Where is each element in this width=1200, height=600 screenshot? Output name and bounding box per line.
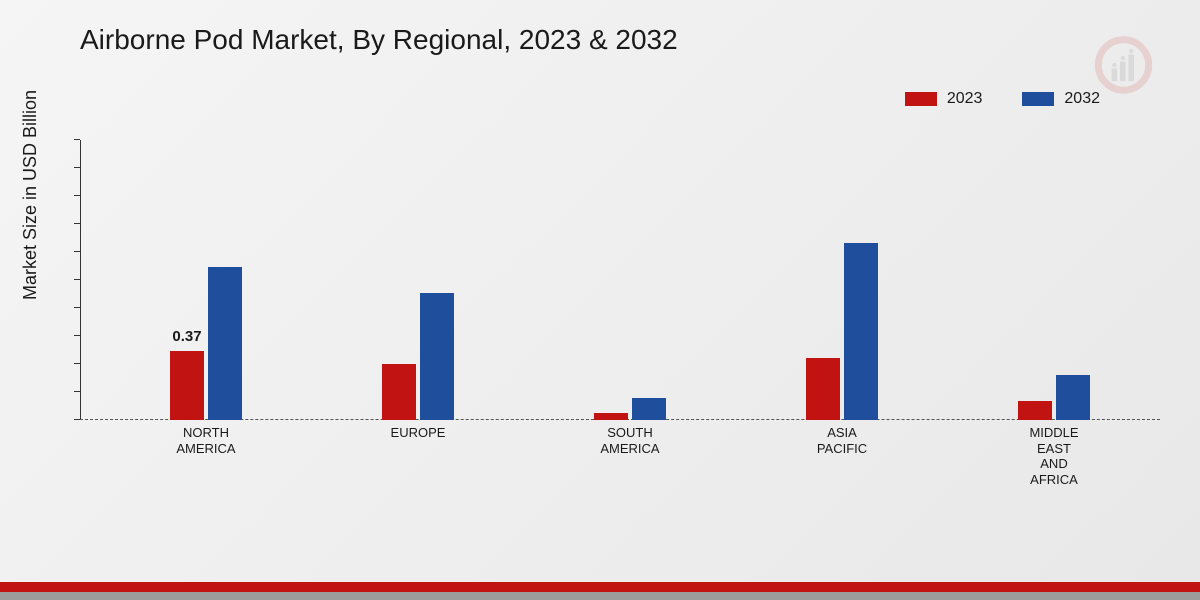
bar-2023 [806,358,840,420]
category-label: MIDDLEEASTANDAFRICA [948,425,1160,480]
bar-2023 [170,351,204,420]
footer-grey-stripe [0,592,1200,600]
bar-pair [312,293,524,420]
logo-bar-icon [1120,62,1126,82]
bar-group: EUROPE [312,140,524,480]
legend: 2023 2032 [905,90,1100,108]
y-tick [74,195,80,196]
bar-group: SOUTHAMERICA [524,140,736,480]
bar-groups: 0.37 NORTHAMERICAEUROPESOUTHAMERICAASIAPA… [100,140,1160,480]
legend-swatch-2023 [905,92,937,106]
legend-item-2023: 2023 [905,90,983,108]
bar-group: ASIAPACIFIC [736,140,948,480]
bar-2023 [594,413,628,420]
legend-label-2032: 2032 [1064,90,1100,108]
bar-pair [736,243,948,420]
bar-pair [948,375,1160,420]
y-tick [74,223,80,224]
footer-red-stripe [0,582,1200,592]
footer-band [0,582,1200,600]
category-label: SOUTHAMERICA [524,425,736,480]
category-label: ASIAPACIFIC [736,425,948,480]
bar-2032 [420,293,454,420]
bar-2032 [632,398,666,420]
chart-page: Airborne Pod Market, By Regional, 2023 &… [0,0,1200,600]
bar-value-label: 0.37 [172,328,201,345]
bar-pair [524,398,736,420]
y-tick [74,167,80,168]
logo-bar-icon [1128,55,1134,82]
y-axis-ticks [74,140,80,420]
logo-bar-icon [1112,69,1118,82]
category-label: EUROPE [312,425,524,480]
y-axis-line [80,140,81,420]
y-tick [74,139,80,140]
category-label: NORTHAMERICA [100,425,312,480]
y-tick [74,251,80,252]
bar-2032 [844,243,878,420]
y-tick [74,335,80,336]
chart-title: Airborne Pod Market, By Regional, 2023 &… [80,24,678,56]
bar-2023 [382,364,416,420]
y-tick [74,307,80,308]
y-tick [74,363,80,364]
bar-2032 [208,267,242,420]
chart-area: 0.37 NORTHAMERICAEUROPESOUTHAMERICAASIAPA… [80,140,1160,480]
bar-2032 [1056,375,1090,420]
legend-label-2023: 2023 [947,90,983,108]
bar-2023 [1018,401,1052,420]
legend-swatch-2032 [1022,92,1054,106]
bar-group: 0.37 NORTHAMERICA [100,140,312,480]
legend-item-2032: 2032 [1022,90,1100,108]
bar-group: MIDDLEEASTANDAFRICA [948,140,1160,480]
y-axis-label: Market Size in USD Billion [20,90,41,300]
bar-pair [100,267,312,420]
y-tick [74,391,80,392]
y-tick [74,279,80,280]
